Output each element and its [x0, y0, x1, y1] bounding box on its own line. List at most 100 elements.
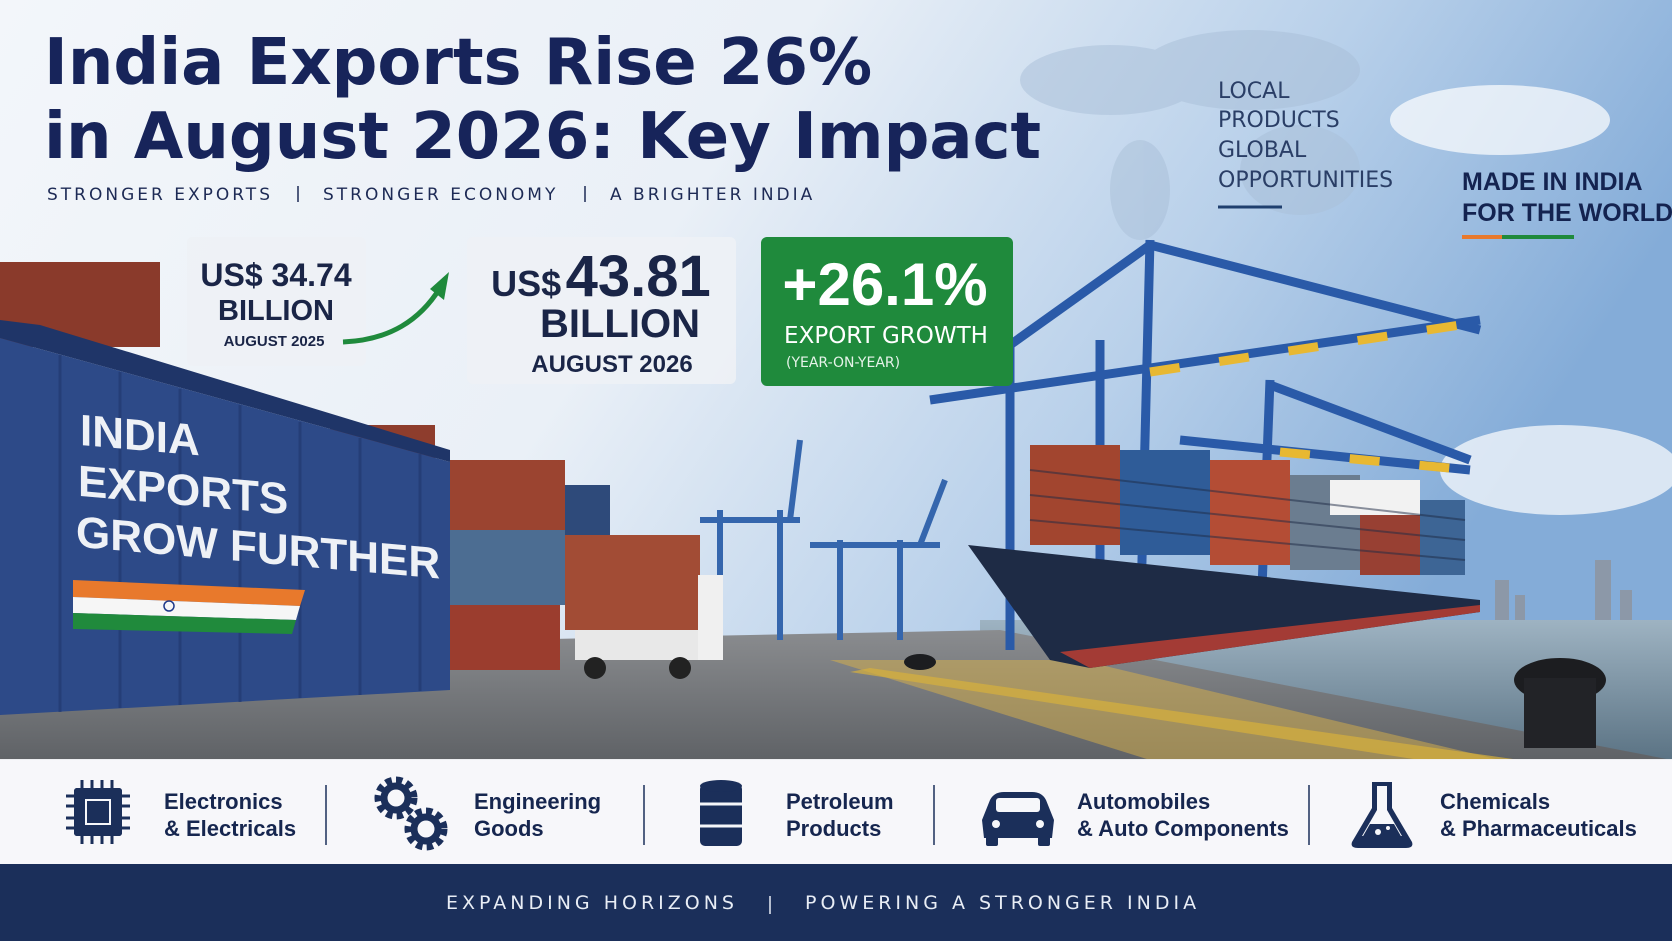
title-line: India Exports Rise 26% [44, 26, 872, 100]
background-scene-shape [450, 530, 565, 605]
background-scene [0, 0, 1672, 760]
car-icon-shape [1038, 836, 1050, 846]
background-scene-shape-shape [1210, 460, 1290, 565]
background-scene-shape-shape [1007, 241, 1153, 349]
side-text: PRODUCTS [1218, 108, 1340, 133]
background-scene-shape-shape [1495, 580, 1509, 620]
background-scene-shape [450, 460, 565, 540]
sector-label: & Pharmaceuticals [1440, 816, 1637, 841]
background-scene-shape-shape [1279, 447, 1471, 475]
chip-icon-shape [74, 788, 122, 836]
growth-value: +26.1% [782, 251, 987, 318]
barrel-icon [700, 780, 742, 846]
sector-label: Automobiles [1077, 789, 1210, 814]
background-scene-shape-shape [1029, 469, 1466, 521]
car-icon [982, 792, 1054, 846]
background-scene-shape-shape [1149, 317, 1481, 377]
gears-icon-shape [410, 813, 442, 845]
container-text-line: INDIA [80, 406, 200, 465]
background-scene-shape [575, 630, 700, 660]
background-scene-shape [73, 613, 296, 634]
background-scene-shape [73, 597, 300, 620]
side-text: OPPORTUNITIES [1218, 168, 1393, 193]
barrel-icon-shape [700, 780, 742, 792]
background-scene-shape [58, 355, 422, 712]
background-scene-shape-shape [929, 315, 1481, 405]
amount: 43.81 [566, 244, 711, 309]
background-scene-shape [1020, 30, 1360, 240]
currency: US$ [491, 263, 561, 304]
background-scene-shape [850, 668, 1520, 760]
background-scene-shape-shape [1030, 445, 1120, 545]
sector-labels: Electronics& Electricals EngineeringGoods… [164, 789, 1637, 841]
footer-text: POWERING A STRONGER INDIA [805, 892, 1200, 914]
background-scene-shape-shape [1029, 494, 1466, 541]
title-line: in August 2026: Key Impact [44, 100, 1041, 174]
background-scene-shape-shape [1029, 519, 1466, 561]
background-scene-shape [669, 657, 691, 679]
currency: US$ [200, 257, 262, 293]
background-scene-shape-shape [1268, 380, 1472, 465]
unit: BILLION [218, 295, 334, 327]
amount: 34.74 [272, 257, 352, 293]
car-icon-shape [996, 798, 1040, 812]
background-scene-shape-shape [1240, 125, 1360, 215]
previous-amount-line: US$ 34.74 [200, 257, 351, 293]
sector-icons [66, 776, 1413, 851]
car-icon-shape [992, 820, 1000, 828]
background-scene-shape-shape [1140, 30, 1360, 110]
badge-text: FOR THE WORLD [1462, 199, 1672, 227]
sector-label: Electronics [164, 789, 283, 814]
background-scene-shape [584, 657, 606, 679]
background-scene-shape [73, 580, 305, 606]
previous-stat-box [187, 237, 366, 366]
background-scene-shape-shape [1148, 240, 1482, 335]
flask-icon-shape [1362, 786, 1402, 836]
current-stat-box [467, 237, 736, 384]
growth-arrow [342, 286, 443, 345]
background-scene-shape [1495, 560, 1632, 620]
sector-label: Goods [474, 816, 544, 841]
unit: BILLION [540, 302, 700, 346]
background-scene-shape [1149, 317, 1481, 475]
footer-bar [0, 864, 1672, 941]
background-scene-shape-shape [1110, 140, 1170, 240]
growth-arrow-head [430, 272, 449, 300]
sector-label: Chemicals [1440, 789, 1550, 814]
background-scene-shape [1390, 85, 1672, 515]
background-scene-shape-shape [1515, 595, 1525, 620]
background-scene-shape [0, 320, 450, 462]
sector-label: Petroleum [786, 789, 894, 814]
sector-label: Engineering [474, 789, 601, 814]
background-scene-shape [1524, 678, 1596, 748]
flask-icon [1351, 782, 1413, 848]
flask-icon-shape [1375, 829, 1381, 835]
footer-text: EXPANDING HORIZONS [446, 892, 738, 914]
tagline-item: A BRIGHTER INDIA [610, 185, 815, 205]
flask-icon-shape [1362, 824, 1402, 838]
side-text: LOCAL [1218, 79, 1290, 104]
flask-icon-shape [1386, 826, 1390, 830]
gears-icon-shape [380, 782, 412, 814]
background-scene-shape-shape [1620, 590, 1632, 620]
background-scene-shape-shape [1390, 85, 1610, 155]
background-scene-shape-shape [1440, 425, 1672, 515]
period: AUGUST 2026 [531, 351, 692, 378]
barrel-icon-shape [700, 784, 742, 846]
background-scene-shape [904, 654, 936, 670]
sector-label: Products [786, 816, 881, 841]
side-text: GLOBAL [1218, 138, 1307, 163]
current-amount-line: US$ 43.81 [491, 244, 711, 309]
tagline-item: STRONGER EXPORTS [47, 185, 273, 205]
sector-dividers [325, 785, 1310, 845]
period: AUGUST 2025 [224, 333, 325, 350]
growth-label: EXPORT GROWTH [784, 323, 988, 349]
chip-icon-shape [85, 799, 111, 825]
gears-icon-shape [374, 776, 418, 820]
badge-text: MADE IN INDIA [1462, 168, 1643, 196]
background-scene-shape [450, 605, 560, 670]
growth-box [761, 237, 1013, 386]
background-scene-shape-shape [1595, 560, 1611, 620]
